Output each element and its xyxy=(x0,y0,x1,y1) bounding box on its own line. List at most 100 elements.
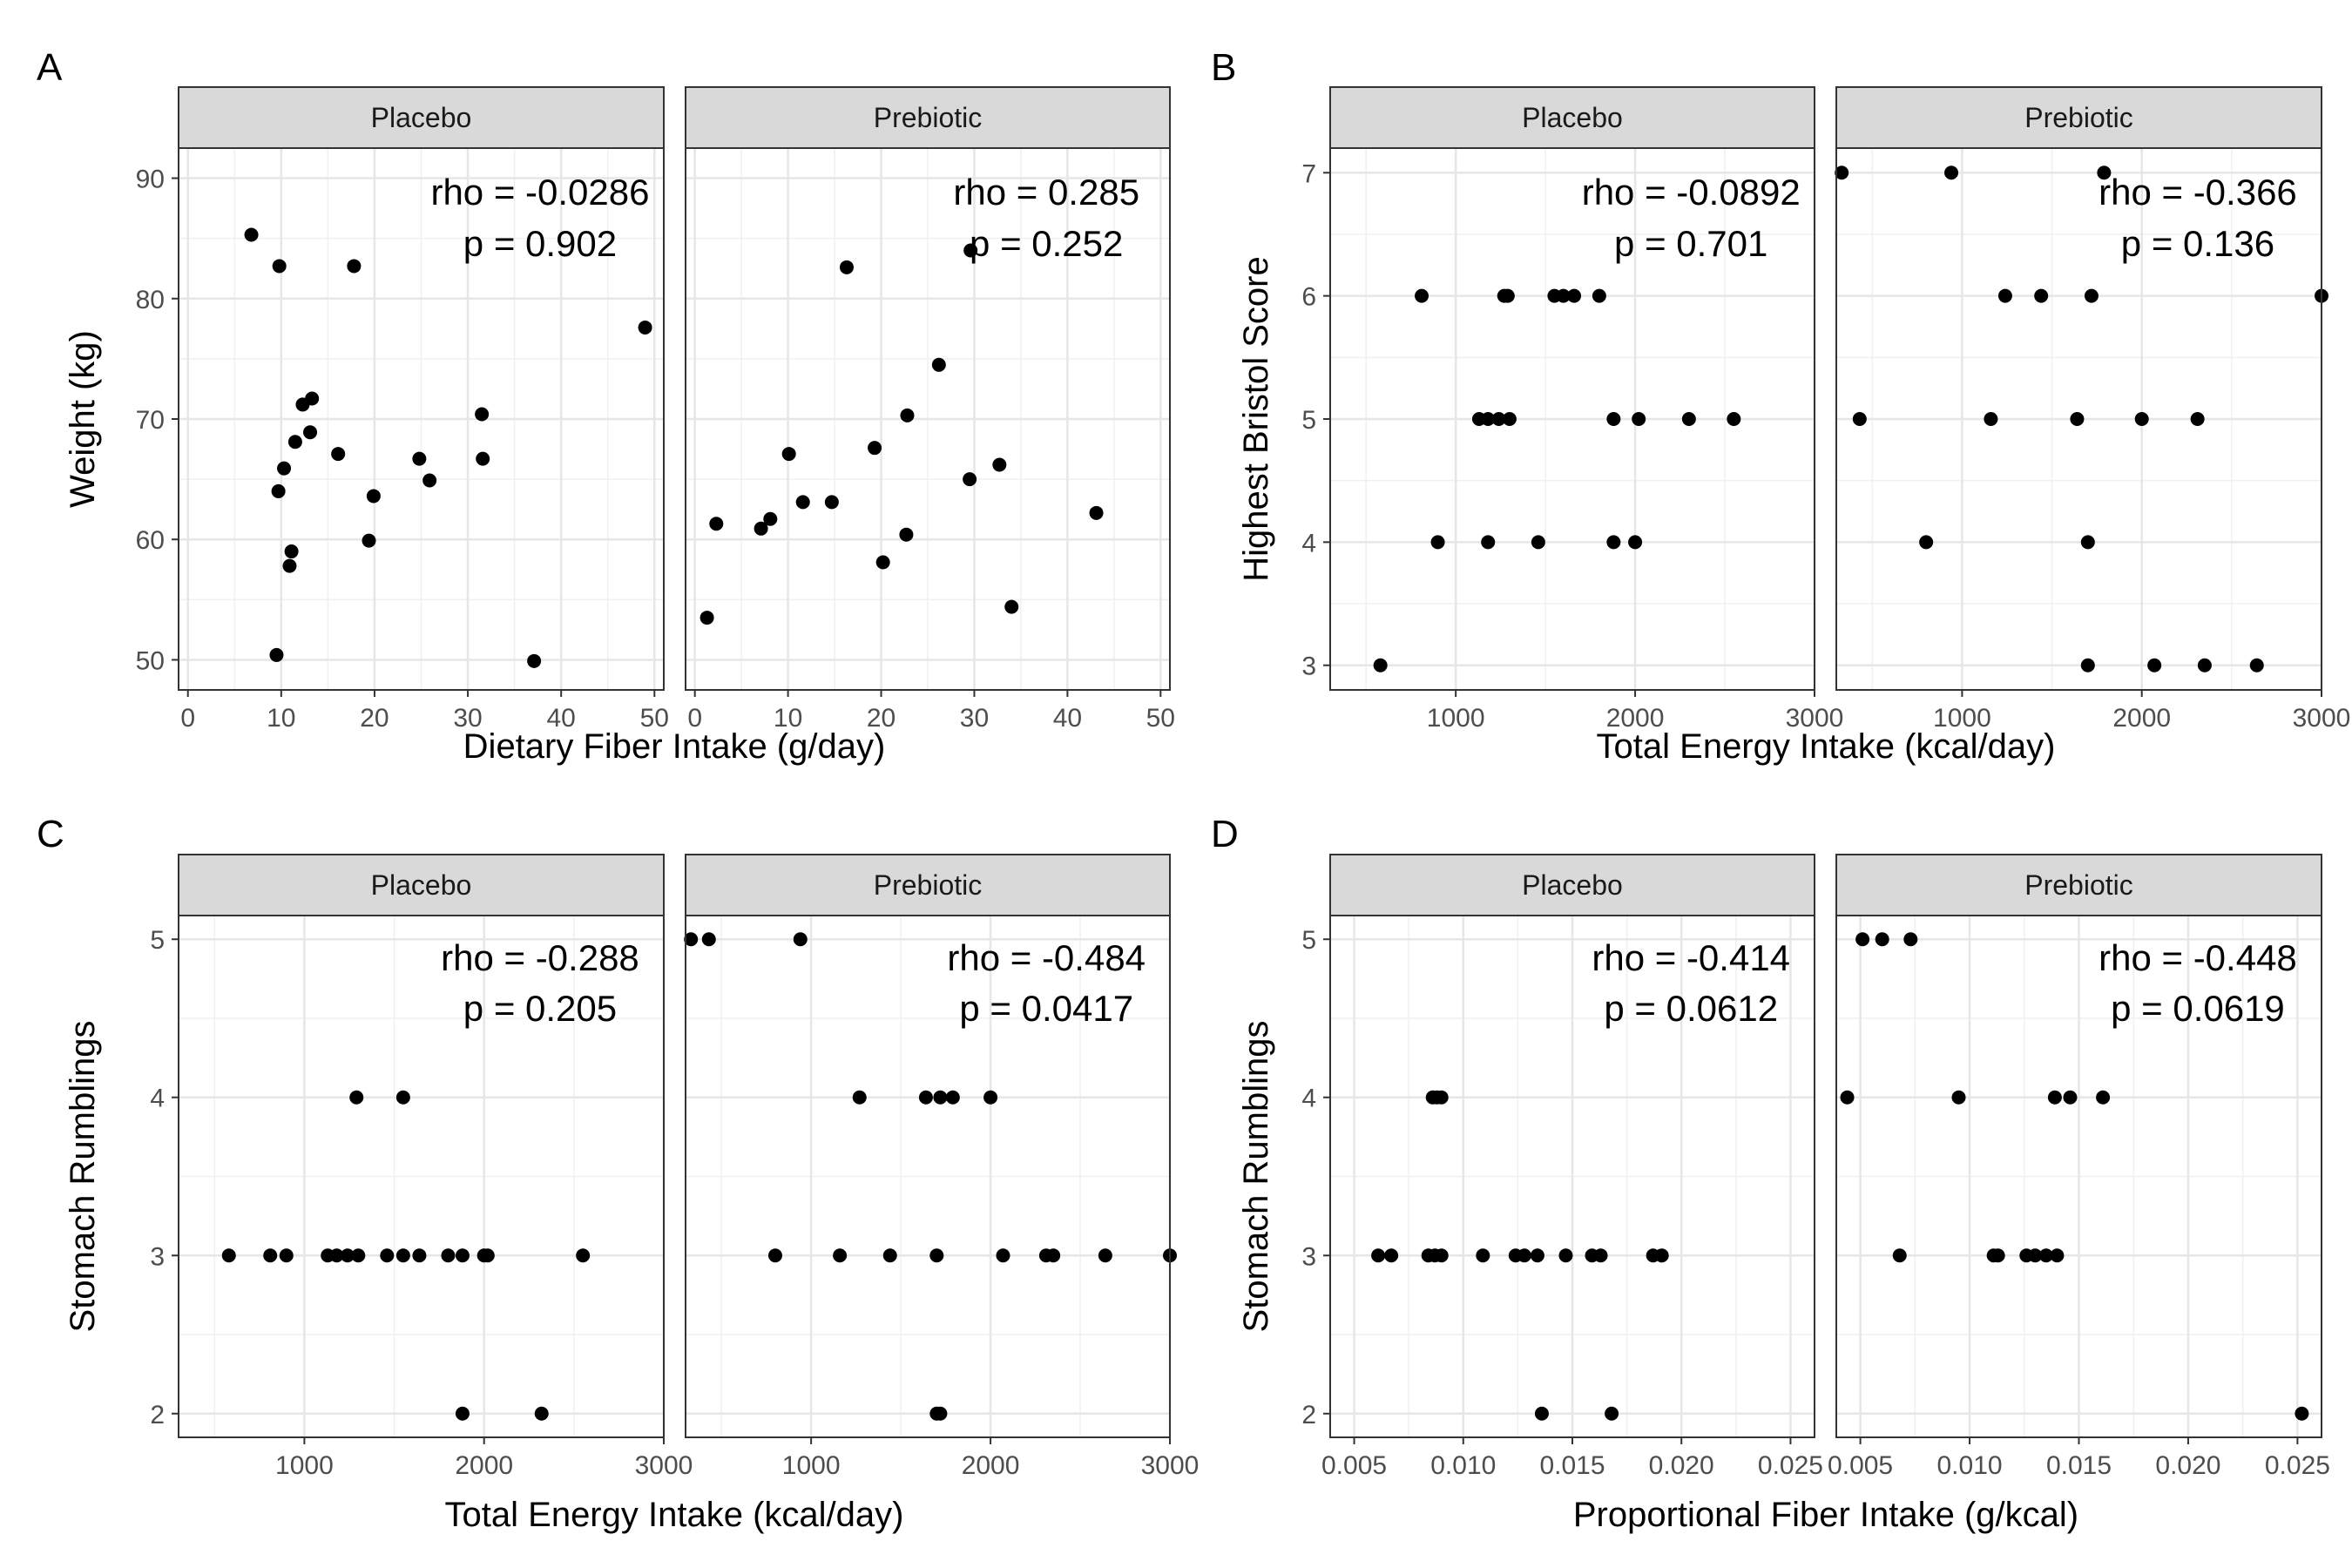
data-point xyxy=(1384,1248,1399,1263)
panel-label: D xyxy=(1211,813,1239,855)
data-point xyxy=(1951,1090,1966,1105)
facet-strip-label: Prebiotic xyxy=(874,869,983,901)
data-point xyxy=(899,527,914,542)
data-point xyxy=(1373,658,1388,672)
data-point xyxy=(795,495,810,510)
data-point xyxy=(1681,412,1696,426)
p-annotation: p = 0.0612 xyxy=(1604,988,1778,1029)
data-point xyxy=(2028,1248,2043,1263)
data-point xyxy=(900,408,915,422)
facet-strip xyxy=(1329,854,1815,916)
data-point xyxy=(1089,505,1104,520)
panel-label: B xyxy=(1211,46,1236,89)
data-point xyxy=(279,1248,294,1263)
p-annotation: p = 0.0619 xyxy=(2111,988,2285,1029)
data-point xyxy=(963,243,978,258)
data-point xyxy=(754,521,768,536)
rho-annotation: rho = -0.366 xyxy=(2099,172,2297,213)
x-tick-label: 30 xyxy=(453,704,482,733)
data-point xyxy=(455,1406,470,1421)
data-point xyxy=(2063,1090,2078,1105)
data-point xyxy=(1606,412,1621,426)
y-tick-label: 90 xyxy=(136,166,165,194)
x-tick-label: 3000 xyxy=(1786,704,1844,733)
facet-strip-label: Prebiotic xyxy=(2024,102,2133,133)
x-tick-label: 20 xyxy=(867,704,896,733)
data-point xyxy=(2147,658,2162,672)
data-point xyxy=(1606,535,1621,550)
facet-prebiotic: Prebiotic rho = -0.484 p = 0.0417 1000 2000 3… xyxy=(684,854,1199,1480)
data-point xyxy=(1593,1248,1608,1263)
data-point xyxy=(366,489,381,504)
data-point xyxy=(2080,658,2095,672)
data-point xyxy=(1502,412,1517,426)
x-tick-label: 40 xyxy=(546,704,575,733)
x-tick-label: 2000 xyxy=(962,1451,1020,1480)
x-tick-label: 40 xyxy=(1053,704,1082,733)
data-point xyxy=(781,447,796,462)
x-tick-label: 2000 xyxy=(1606,704,1665,733)
data-point xyxy=(1835,166,1849,180)
panel-label: A xyxy=(37,46,63,89)
data-point xyxy=(1098,1248,1112,1263)
data-point xyxy=(2050,1248,2065,1263)
p-annotation: p = 0.205 xyxy=(463,988,617,1029)
data-point xyxy=(2034,288,2049,303)
data-point xyxy=(1500,288,1515,303)
plot-border xyxy=(685,915,1171,1438)
p-annotation: p = 0.252 xyxy=(970,223,1123,264)
y-tick-label: 2 xyxy=(1301,1401,1316,1429)
data-point xyxy=(284,544,299,559)
data-point xyxy=(271,483,286,498)
y-tick-label: 50 xyxy=(136,646,165,675)
y-tick-label: 4 xyxy=(1301,529,1316,558)
y-axis-title: Stomach Rumblings xyxy=(64,1021,102,1333)
data-point xyxy=(701,932,716,947)
data-point xyxy=(1567,288,1582,303)
facet-strip xyxy=(685,86,1171,149)
data-point xyxy=(684,932,699,947)
data-point xyxy=(1727,412,1741,426)
plot-border xyxy=(178,915,665,1438)
panel-b: B Placebo rho = -0.0892 p = 0.701 1000 2000 30… xyxy=(1211,46,2350,766)
data-point xyxy=(1840,1090,1855,1105)
data-point xyxy=(1944,166,1959,180)
data-point xyxy=(1517,1248,1531,1263)
x-tick-label: 2000 xyxy=(455,1451,513,1480)
data-point xyxy=(1654,1248,1669,1263)
x-tick-label: 0 xyxy=(180,704,195,733)
facet-placebo: Placebo rho = -0.0286 p = 0.902 0 10 20 30 40 50… xyxy=(136,86,669,733)
data-point xyxy=(709,517,724,531)
panel-a: A Placebo rho = -0.0286 p = 0.902 0 10 20 30 40 5… xyxy=(37,46,1175,766)
y-tick-label: 4 xyxy=(150,1085,165,1113)
y-axis-title: Weight (kg) xyxy=(64,330,102,508)
data-point xyxy=(1430,535,1445,550)
data-point xyxy=(1605,1406,1619,1421)
facet-strip-label: Placebo xyxy=(1522,869,1623,901)
x-tick-label: 10 xyxy=(267,704,295,733)
facet-placebo: Placebo rho = -0.288 p = 0.205 1000 2000 3000… xyxy=(150,854,693,1480)
facet-placebo: Placebo rho = -0.0892 p = 0.701 1000 2000 300… xyxy=(1301,86,1844,733)
data-point xyxy=(1875,932,1889,947)
x-tick-label: 0.020 xyxy=(2155,1451,2220,1480)
panel-label: C xyxy=(37,813,64,855)
data-point xyxy=(983,1090,998,1105)
data-point xyxy=(534,1406,549,1421)
y-tick-label: 6 xyxy=(1301,283,1316,312)
data-point xyxy=(931,357,946,372)
data-point xyxy=(933,1090,948,1105)
data-point xyxy=(331,447,346,462)
data-point xyxy=(1371,1248,1386,1263)
data-point xyxy=(963,472,977,487)
x-tick-label: 3000 xyxy=(635,1451,693,1480)
facet-strip-label: Prebiotic xyxy=(874,102,983,133)
x-tick-label: 3000 xyxy=(2293,704,2351,733)
x-tick-label: 20 xyxy=(360,704,389,733)
p-annotation: p = 0.701 xyxy=(1614,223,1767,264)
x-tick-label: 1000 xyxy=(1427,704,1485,733)
facet-strip xyxy=(1329,86,1815,149)
x-tick-label: 0.015 xyxy=(1539,1451,1605,1480)
data-point xyxy=(422,473,437,488)
x-tick-label: 50 xyxy=(640,704,669,733)
